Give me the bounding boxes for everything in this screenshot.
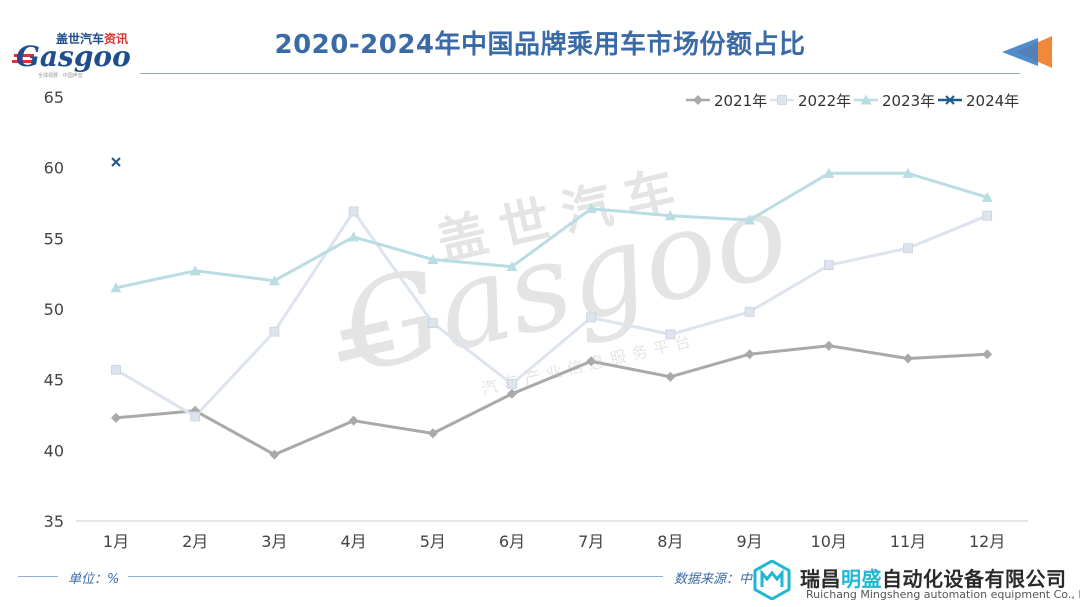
data-point [348, 415, 359, 426]
data-point [427, 318, 438, 329]
data-point [982, 210, 993, 221]
series-line-1 [114, 210, 989, 418]
x-tick-label: 5月 [420, 532, 446, 551]
title-divider [140, 73, 1020, 74]
back-arrow-icon[interactable] [1000, 34, 1052, 70]
unit-label: 单位：% [68, 572, 120, 587]
x-tick-label: 1月 [103, 532, 129, 551]
y-tick-label: 55 [44, 229, 64, 248]
page-title: 2020-2024年中国品牌乘用车市场份额占比 [274, 30, 806, 60]
x-tick-label: 12月 [969, 532, 1005, 551]
data-point [744, 306, 755, 317]
footer-line-left [18, 576, 58, 577]
series-line-2 [114, 171, 989, 290]
data-point [111, 157, 121, 167]
data-point [903, 353, 913, 364]
company-english-name: Ruichang Mingsheng automation equipment … [806, 588, 1080, 601]
footer-line-mid [128, 576, 663, 577]
data-point [111, 364, 121, 375]
y-tick-label: 45 [44, 371, 64, 390]
series-markers [110, 157, 993, 460]
data-point [823, 167, 835, 178]
data-point [586, 312, 597, 323]
y-tick-label: 35 [44, 512, 64, 531]
chart-legend: 2021年 2022年 2023年 2024年 [686, 92, 1019, 110]
line-chart: 盖世汽车 Gasgoo 汽车产业信息服务平台 35 40 45 50 55 60 65 1月 2… [44, 88, 1028, 551]
legend-marker [693, 95, 703, 105]
x-tick-label: 9月 [737, 532, 763, 551]
data-point [665, 329, 676, 340]
data-point [823, 340, 834, 351]
gasgoo-logo: 盖世汽车资讯 Gasgoo 全球视野 · 中国声音 [12, 30, 130, 80]
data-point [427, 254, 439, 265]
logo-tagline: 全球视野 · 中国声音 [38, 73, 83, 79]
x-tick-label: 4月 [341, 532, 367, 551]
data-point [665, 371, 676, 382]
svg-text:Gasgoo: Gasgoo [16, 40, 130, 72]
x-tick-label: 7月 [578, 532, 604, 551]
legend-item: 2024年 [938, 92, 1019, 110]
legend-label: 2024年 [966, 92, 1019, 110]
company-name-a: 瑞昌 [800, 567, 841, 591]
logo-cn-text-a: 盖世汽车 [56, 32, 105, 46]
series-lines [114, 171, 989, 457]
data-point [586, 356, 597, 367]
company-hexagon-icon [753, 560, 791, 600]
company-brand: 瑞昌明盛自动化设备有限公司 Ruichang Mingsheng automat… [752, 560, 1080, 606]
x-tick-label: 10月 [811, 532, 847, 551]
legend-label: 2022年 [798, 92, 851, 110]
legend-item: 2022年 [770, 92, 851, 110]
company-name-c: 自动化设备有限公司 [882, 567, 1067, 591]
chart-axes: 35 40 45 50 55 60 65 1月 2月 3月 4月 5月 6月 7月 8月 9月 10月 11月 12… [44, 88, 1028, 551]
company-name-b: 明盛 [841, 567, 882, 591]
series-line-0 [114, 344, 989, 457]
data-point [664, 210, 676, 221]
data-point [744, 214, 756, 225]
source-label: 数据来源：中 [674, 572, 753, 587]
x-tick-label: 8月 [657, 532, 683, 551]
data-point [585, 203, 597, 214]
legend-item: 2023年 [854, 92, 935, 110]
data-point [902, 167, 914, 178]
x-tick-label: 3月 [261, 532, 287, 551]
gasgoo-wordmark: Gasgoo [12, 40, 130, 72]
legend-label: 2023年 [882, 92, 935, 110]
gasgoo-watermark: 盖世汽车 Gasgoo 汽车产业信息服务平台 [330, 158, 800, 401]
y-tick-label: 40 [44, 441, 64, 460]
data-point [269, 326, 280, 337]
data-point [506, 261, 518, 272]
data-point [348, 206, 359, 217]
data-point [110, 282, 122, 293]
legend-marker [777, 95, 787, 105]
legend-label: 2021年 [714, 92, 767, 110]
data-point [507, 379, 517, 389]
legend-item: 2021年 [686, 92, 767, 110]
data-point [348, 231, 360, 242]
data-point [190, 411, 201, 422]
y-tick-label: 50 [44, 300, 64, 319]
data-point [823, 260, 834, 271]
data-point [268, 275, 280, 286]
legend-marker [945, 95, 955, 105]
data-point [427, 428, 438, 439]
legend-marker [860, 94, 872, 105]
x-tick-label: 6月 [499, 532, 525, 551]
data-point [981, 191, 993, 202]
data-point [744, 349, 755, 360]
data-point [189, 265, 201, 276]
y-tick-label: 60 [44, 159, 64, 178]
x-tick-label: 2月 [182, 532, 208, 551]
data-point [903, 243, 913, 254]
y-tick-label: 65 [44, 88, 64, 107]
data-point [269, 449, 280, 460]
logo-cn-text-b: 资讯 [104, 32, 129, 46]
data-point [111, 412, 121, 423]
data-point [507, 388, 517, 399]
x-tick-label: 11月 [890, 532, 926, 551]
data-point [982, 349, 993, 360]
